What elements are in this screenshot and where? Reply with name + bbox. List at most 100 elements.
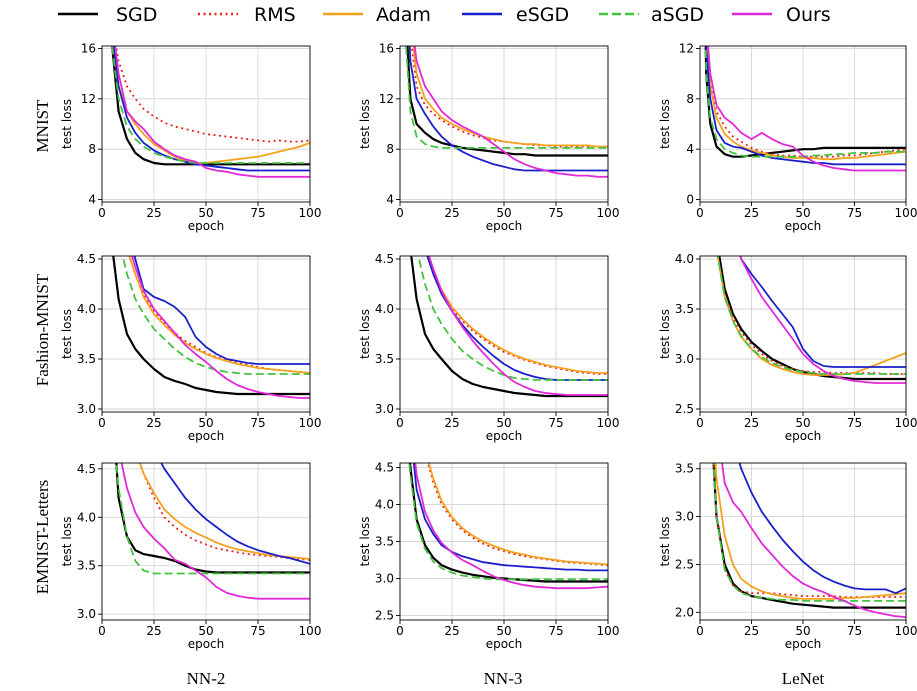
series-line-rms: [128, 256, 310, 374]
series-line-ours: [114, 46, 310, 178]
y-tick-label: 8: [88, 142, 96, 156]
x-tick-label: 0: [98, 416, 106, 430]
y-axis-label: test loss: [60, 516, 74, 566]
series-line-sgd: [406, 46, 608, 157]
x-tick-label: 75: [847, 416, 862, 430]
x-tick-label: 100: [299, 206, 322, 220]
panel-mnist-lenet: 0 25 50 75 100 0 4 8 12 epoch test loss: [658, 42, 917, 233]
y-tick-label: 16: [81, 42, 96, 56]
series-line-ours: [414, 463, 608, 590]
series-line-asgd: [408, 463, 608, 581]
y-tick-label: 4.0: [375, 302, 394, 316]
y-tick-label: 4.0: [77, 510, 96, 524]
x-tick-label: 25: [146, 624, 161, 638]
y-tick-label: 2.5: [375, 609, 394, 623]
x-tick-label: 0: [98, 624, 106, 638]
x-tick-label: 100: [895, 206, 917, 220]
y-tick-label: 3.0: [77, 402, 96, 416]
series-line-adam: [412, 46, 608, 148]
series-line-ours: [739, 256, 906, 384]
series-line-esgd: [738, 463, 906, 595]
y-axis-label: test loss: [60, 99, 74, 149]
x-tick-label: 0: [696, 624, 704, 638]
x-axis-label: epoch: [486, 637, 523, 651]
y-tick-label: 0: [686, 192, 694, 206]
series-line-adam: [138, 463, 310, 560]
x-tick-label: 0: [396, 206, 404, 220]
col-label-lenet: LeNet: [782, 669, 825, 688]
x-tick-label: 75: [250, 206, 265, 220]
x-tick-label: 100: [895, 416, 917, 430]
x-tick-label: 25: [146, 206, 161, 220]
x-axis-label: epoch: [785, 429, 822, 443]
y-tick-label: 3.0: [77, 607, 96, 621]
legend-label-sgd: SGD: [116, 4, 157, 26]
panel-fashion-mnist-lenet: 0 25 50 75 100 2.5 3.0 3.5 4.0 epoch test loss: [658, 252, 917, 443]
series-line-adam: [706, 46, 906, 161]
series-line-esgd: [133, 256, 310, 365]
x-tick-label: 75: [250, 416, 265, 430]
x-tick-label: 25: [444, 624, 459, 638]
x-axis-label: epoch: [486, 429, 523, 443]
x-tick-label: 100: [597, 624, 620, 638]
x-axis-label: epoch: [486, 219, 523, 233]
y-tick-label: 12: [81, 92, 96, 106]
x-tick-label: 0: [396, 624, 404, 638]
panel-fashion-mnist-nn-3: 0 25 50 75 100 3.0 3.5 4.0 4.5 epoch test loss: [358, 252, 619, 443]
series-line-asgd: [716, 256, 906, 375]
y-tick-label: 3.0: [375, 572, 394, 586]
y-tick-label: 3.0: [675, 352, 694, 366]
series-line-rms: [138, 463, 310, 561]
series-line-ours: [131, 256, 310, 399]
row-label-fashion-mnist: Fashion-MNIST: [33, 273, 52, 386]
x-tick-label: 25: [444, 416, 459, 430]
panel-mnist-nn-3: 0 25 50 75 100 4 8 12 16 epoch test loss: [358, 42, 620, 233]
legend-label-asgd: aSGD: [651, 4, 704, 26]
panel-mnist-nn-2: 0 25 50 75 100 4 8 12 16 epoch test loss: [60, 42, 322, 233]
x-tick-label: 0: [98, 206, 106, 220]
series-line-adam: [428, 463, 608, 566]
x-tick-label: 100: [597, 206, 620, 220]
y-tick-label: 2.5: [675, 557, 694, 571]
y-tick-label: 16: [379, 42, 394, 56]
y-axis-label: test loss: [358, 99, 372, 149]
y-tick-label: 4: [386, 192, 394, 206]
x-tick-label: 75: [847, 624, 862, 638]
x-axis-label: epoch: [188, 219, 225, 233]
series-line-adam: [128, 256, 310, 374]
series-line-rms: [410, 46, 608, 148]
y-tick-label: 4.0: [375, 497, 394, 511]
series-line-ours: [428, 256, 608, 396]
y-axis-label: test loss: [658, 516, 672, 566]
y-axis-label: test loss: [60, 309, 74, 359]
y-tick-label: 2.5: [675, 402, 694, 416]
x-tick-label: 50: [795, 206, 810, 220]
x-tick-label: 100: [895, 624, 917, 638]
series-line-esgd: [412, 463, 608, 572]
y-tick-label: 12: [379, 92, 394, 106]
y-tick-label: 3.5: [675, 302, 694, 316]
series-line-sgd: [408, 463, 608, 583]
y-tick-label: 3.0: [375, 402, 394, 416]
x-tick-label: 0: [396, 416, 404, 430]
x-axis-label: epoch: [188, 429, 225, 443]
x-tick-label: 25: [744, 206, 759, 220]
panel-emnist-letters-nn-3: 0 25 50 75 100 2.5 3.0 3.5 4.0 4.5 epoch test loss: [358, 460, 620, 651]
x-axis-label: epoch: [785, 219, 822, 233]
y-tick-label: 4.0: [675, 252, 694, 266]
x-tick-label: 75: [548, 624, 563, 638]
y-axis-label: test loss: [658, 99, 672, 149]
y-tick-label: 3.5: [375, 535, 394, 549]
y-axis-label: test loss: [358, 309, 372, 359]
x-tick-label: 100: [299, 624, 322, 638]
x-tick-label: 25: [744, 416, 759, 430]
legend-label-rms: RMS: [254, 4, 296, 26]
x-tick-label: 75: [548, 206, 563, 220]
series-line-asgd: [115, 463, 310, 575]
series-line-esgd: [705, 46, 906, 166]
y-tick-label: 8: [386, 142, 394, 156]
x-tick-label: 50: [496, 206, 511, 220]
x-tick-label: 75: [250, 624, 265, 638]
y-tick-label: 3.5: [375, 352, 394, 366]
series-line-sgd: [704, 46, 906, 158]
